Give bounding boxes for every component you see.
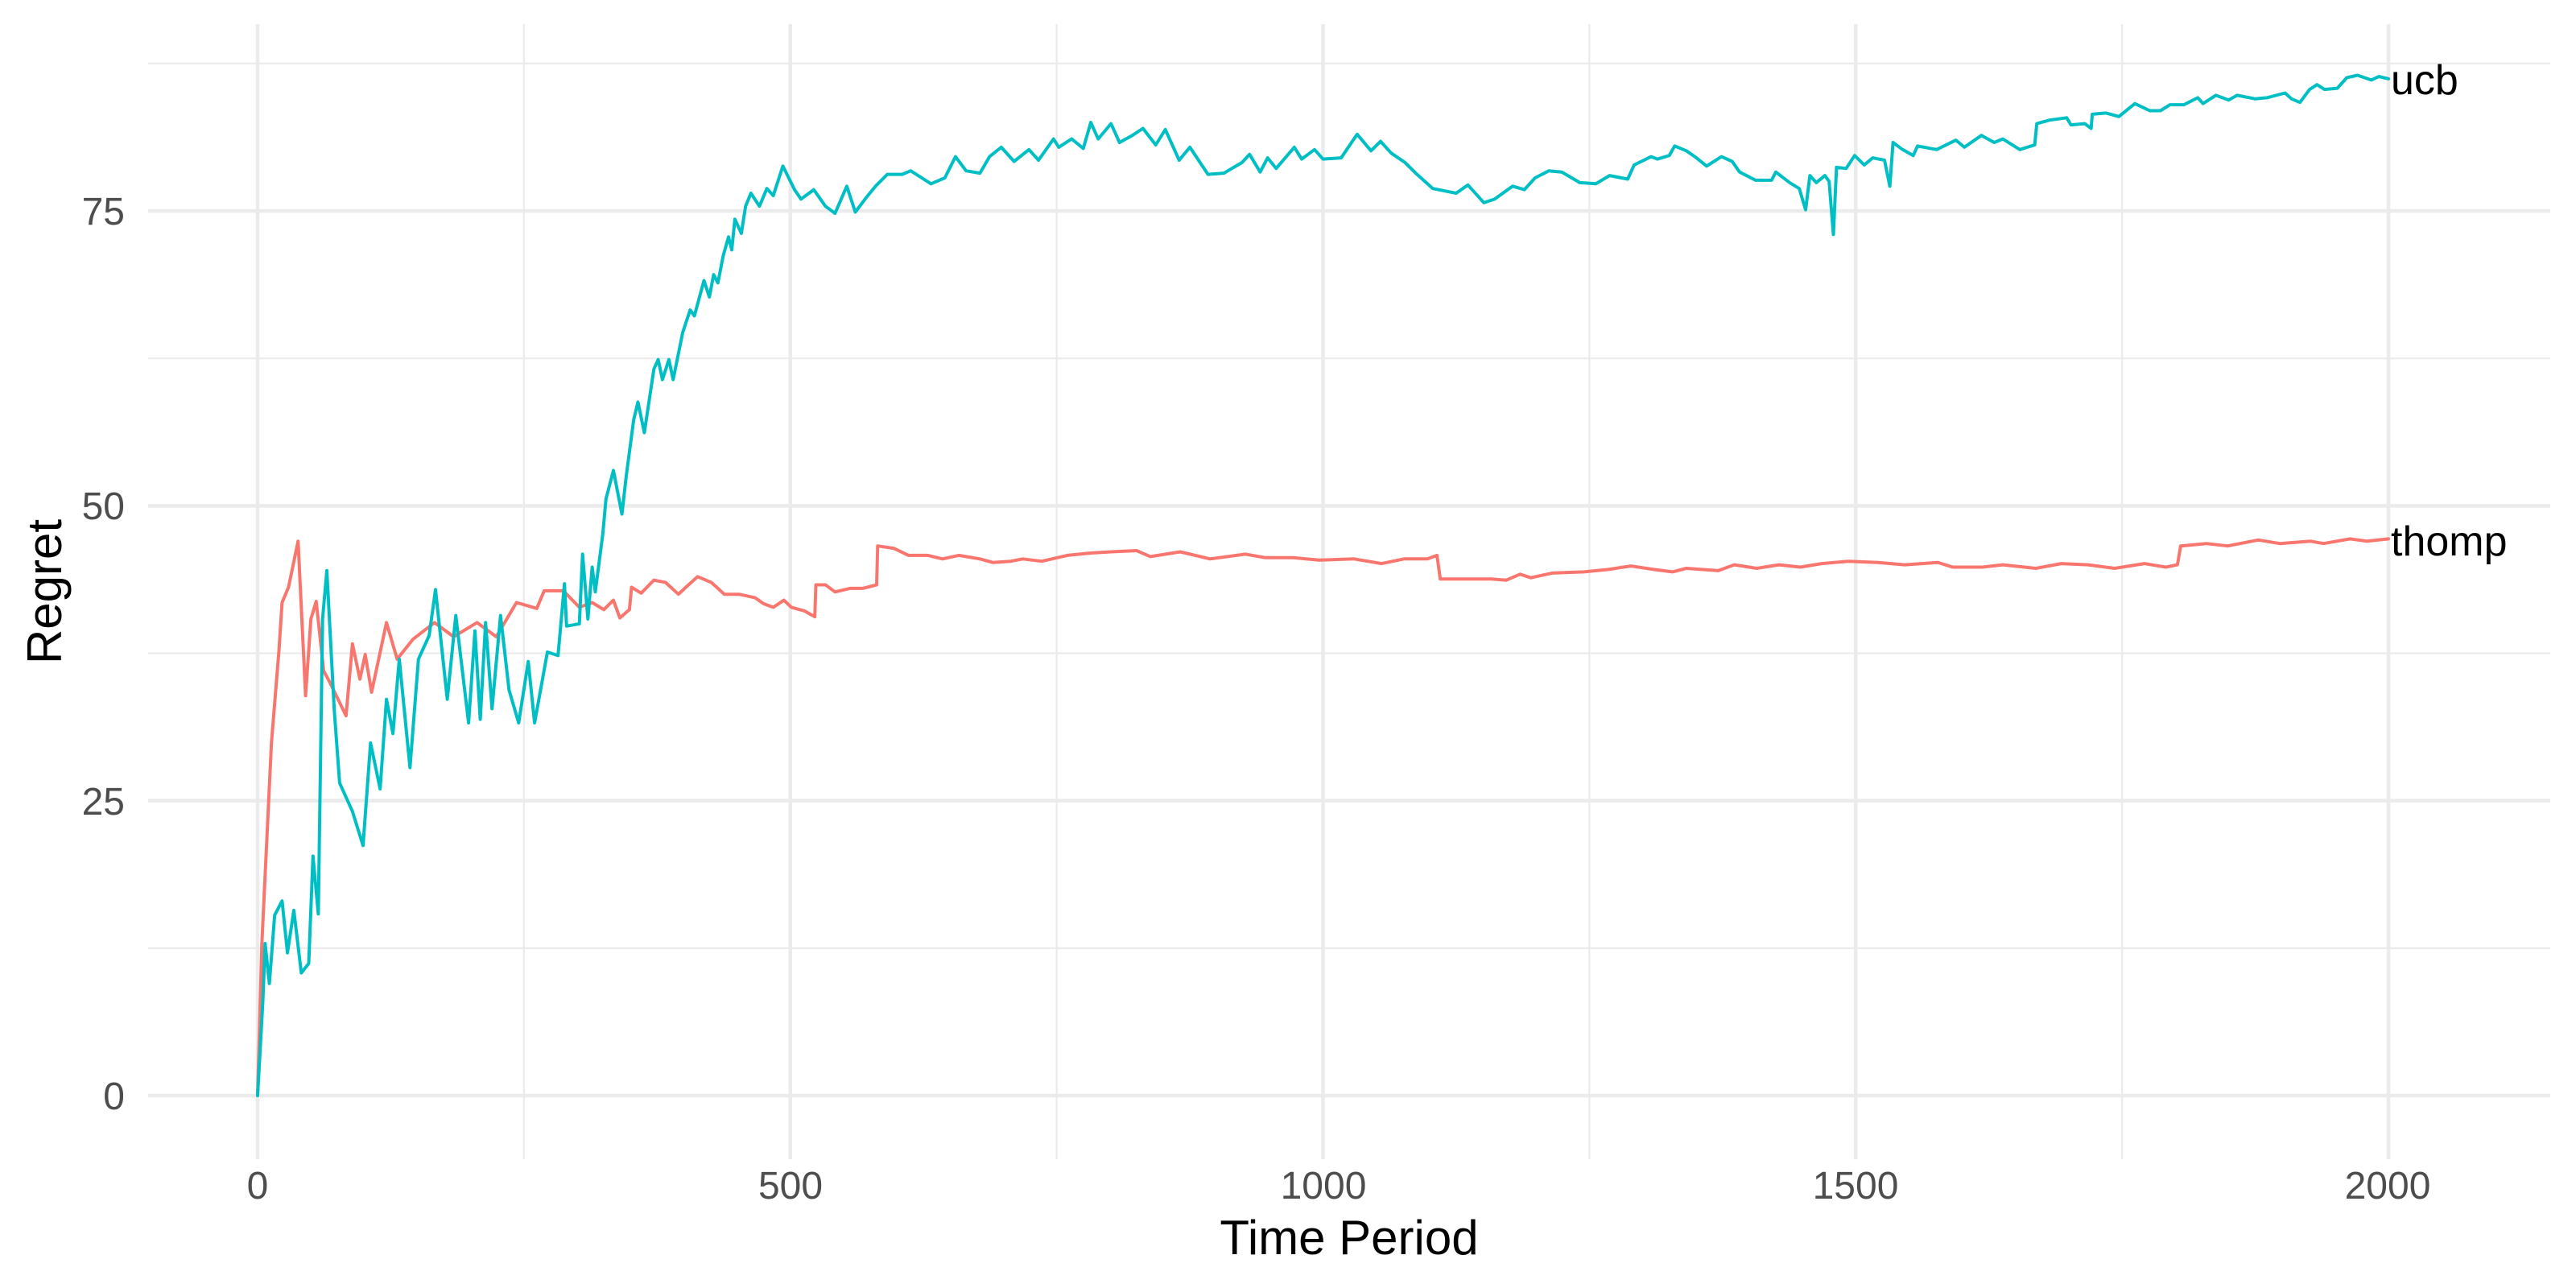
x-tick-0: 0 xyxy=(247,1165,269,1208)
series-line-ucb xyxy=(256,73,2390,1097)
x-tick-500: 500 xyxy=(758,1165,823,1208)
y-tick-50: 50 xyxy=(82,485,125,528)
x-axis-title: Time Period xyxy=(1220,1211,1478,1265)
series-label-ucb: ucb xyxy=(2391,57,2458,104)
x-axis-tick-labels: 0 500 1000 1500 2000 xyxy=(247,1165,2431,1208)
series-label-thomp: thomp xyxy=(2391,518,2508,565)
x-tick-1500: 1500 xyxy=(1813,1165,1899,1208)
y-tick-25: 25 xyxy=(82,781,125,824)
series-lines xyxy=(256,73,2390,1097)
major-gridlines xyxy=(148,24,2550,1159)
x-tick-1000: 1000 xyxy=(1281,1165,1367,1208)
y-tick-75: 75 xyxy=(82,191,125,233)
minor-gridlines xyxy=(148,24,2550,1159)
y-axis-title: Regret xyxy=(18,519,72,664)
x-tick-2000: 2000 xyxy=(2345,1165,2431,1208)
y-axis-tick-labels: 0 25 50 75 xyxy=(82,191,125,1118)
y-tick-0: 0 xyxy=(103,1075,125,1118)
